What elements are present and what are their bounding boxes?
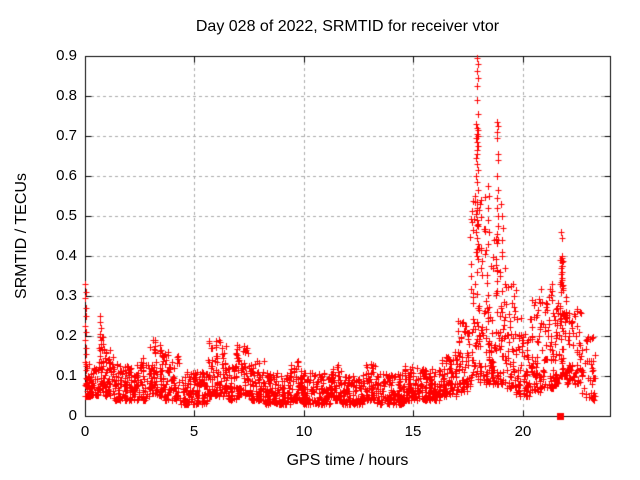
y-tick-label: 0 — [68, 407, 77, 424]
x-tick-label: 10 — [295, 423, 313, 440]
y-tick-label: 0.1 — [56, 367, 77, 384]
y-tick-label: 0.8 — [56, 87, 77, 104]
x-tick-label: 15 — [404, 423, 422, 440]
y-tick-label: 0.3 — [56, 287, 77, 304]
chart-title: Day 028 of 2022, SRMTID for receiver vto… — [195, 18, 500, 35]
x-axis-label: GPS time / hours — [286, 452, 409, 469]
x-tick-label: 20 — [514, 423, 532, 440]
y-tick-label: 0.7 — [56, 127, 77, 144]
x-tick-label: 0 — [80, 423, 90, 440]
y-axis-label-text: SRMTID / TECUs — [13, 173, 30, 299]
y-tick-label: 0.9 — [56, 47, 77, 64]
y-tick-label: 0.2 — [56, 327, 77, 344]
y-tick-label: 0.5 — [56, 207, 77, 224]
x-tick-label: 5 — [189, 423, 199, 440]
y-tick-label: 0.4 — [56, 247, 77, 264]
y-tick-label: 0.6 — [56, 167, 77, 184]
